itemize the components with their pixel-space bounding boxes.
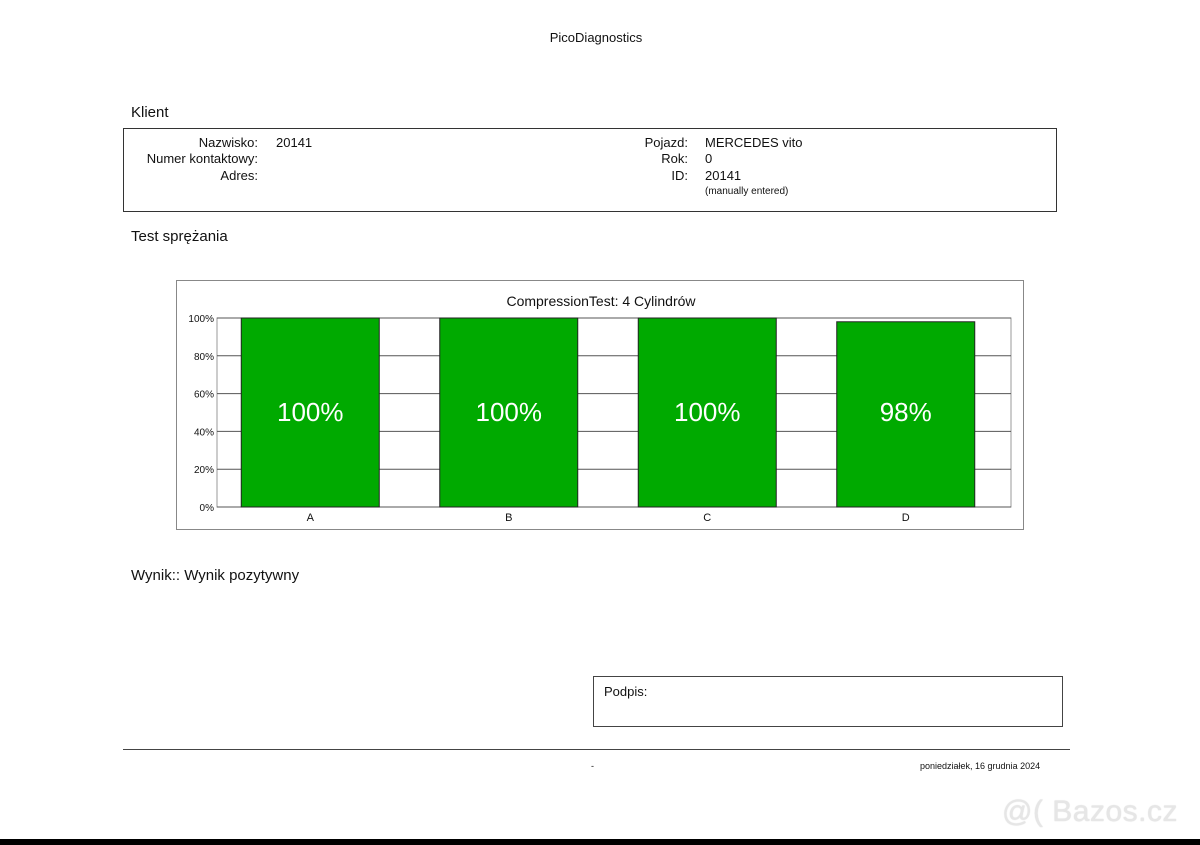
year-label: Rok: xyxy=(661,151,688,166)
surname-label: Nazwisko: xyxy=(198,135,258,150)
y-tick-label: 40% xyxy=(194,427,214,438)
footer-divider xyxy=(123,749,1070,750)
y-tick-label: 60% xyxy=(194,390,214,401)
y-tick-label: 80% xyxy=(194,352,214,363)
bar-value-label: 100% xyxy=(277,397,344,427)
vehicle-label: Pojazd: xyxy=(644,135,688,150)
bar-C xyxy=(637,317,777,508)
bar-D xyxy=(836,321,976,508)
contact-number-label: Numer kontaktowy: xyxy=(146,151,258,166)
chart-frame: CompressionTest: 4 Cylindrów 0% 20% 40% 60%… xyxy=(176,280,1024,530)
footer-date: poniedziałek, 16 grudnia 2024 xyxy=(920,761,1041,771)
x-tick-label: D xyxy=(902,512,910,524)
result-text: Wynik:: Wynik pozytywny xyxy=(131,567,300,584)
id-value: 20141 xyxy=(705,168,742,183)
bar-B xyxy=(439,317,579,508)
x-tick-label: C xyxy=(703,512,711,524)
x-tick-label: A xyxy=(307,512,315,524)
test-heading: Test sprężania xyxy=(131,228,228,245)
y-tick-label: 100% xyxy=(188,314,214,325)
signature-label: Podpis: xyxy=(604,684,648,699)
year-value: 0 xyxy=(705,151,713,166)
chart-title: CompressionTest: 4 Cylindrów xyxy=(506,293,696,309)
bar-A xyxy=(240,317,380,508)
bottom-edge-bar xyxy=(0,839,1200,845)
vehicle-value: MERCEDES vito xyxy=(705,135,803,150)
signature-box: Podpis: xyxy=(593,676,1063,727)
x-tick-label: B xyxy=(505,512,512,524)
client-heading: Klient xyxy=(131,104,169,121)
bar-value-label: 100% xyxy=(674,397,741,427)
compression-bar-chart: 0% 20% 40% 60% 80% 100% 100% A 100% B 100% C 98% D xyxy=(188,314,1012,524)
surname-value: 20141 xyxy=(276,135,313,150)
client-info-box xyxy=(123,128,1057,212)
id-label: ID: xyxy=(671,168,688,183)
y-tick-label: 20% xyxy=(194,465,214,476)
footer-center-mark: - xyxy=(591,761,594,771)
bar-value-label: 98% xyxy=(880,397,932,427)
watermark-logo: @( Bazos.cz xyxy=(1002,795,1178,828)
address-label: Adres: xyxy=(220,168,258,183)
bar-value-label: 100% xyxy=(476,397,543,427)
page-title: PicoDiagnostics xyxy=(549,30,643,45)
id-note: (manually entered) xyxy=(705,186,789,197)
y-tick-label: 0% xyxy=(200,503,215,514)
